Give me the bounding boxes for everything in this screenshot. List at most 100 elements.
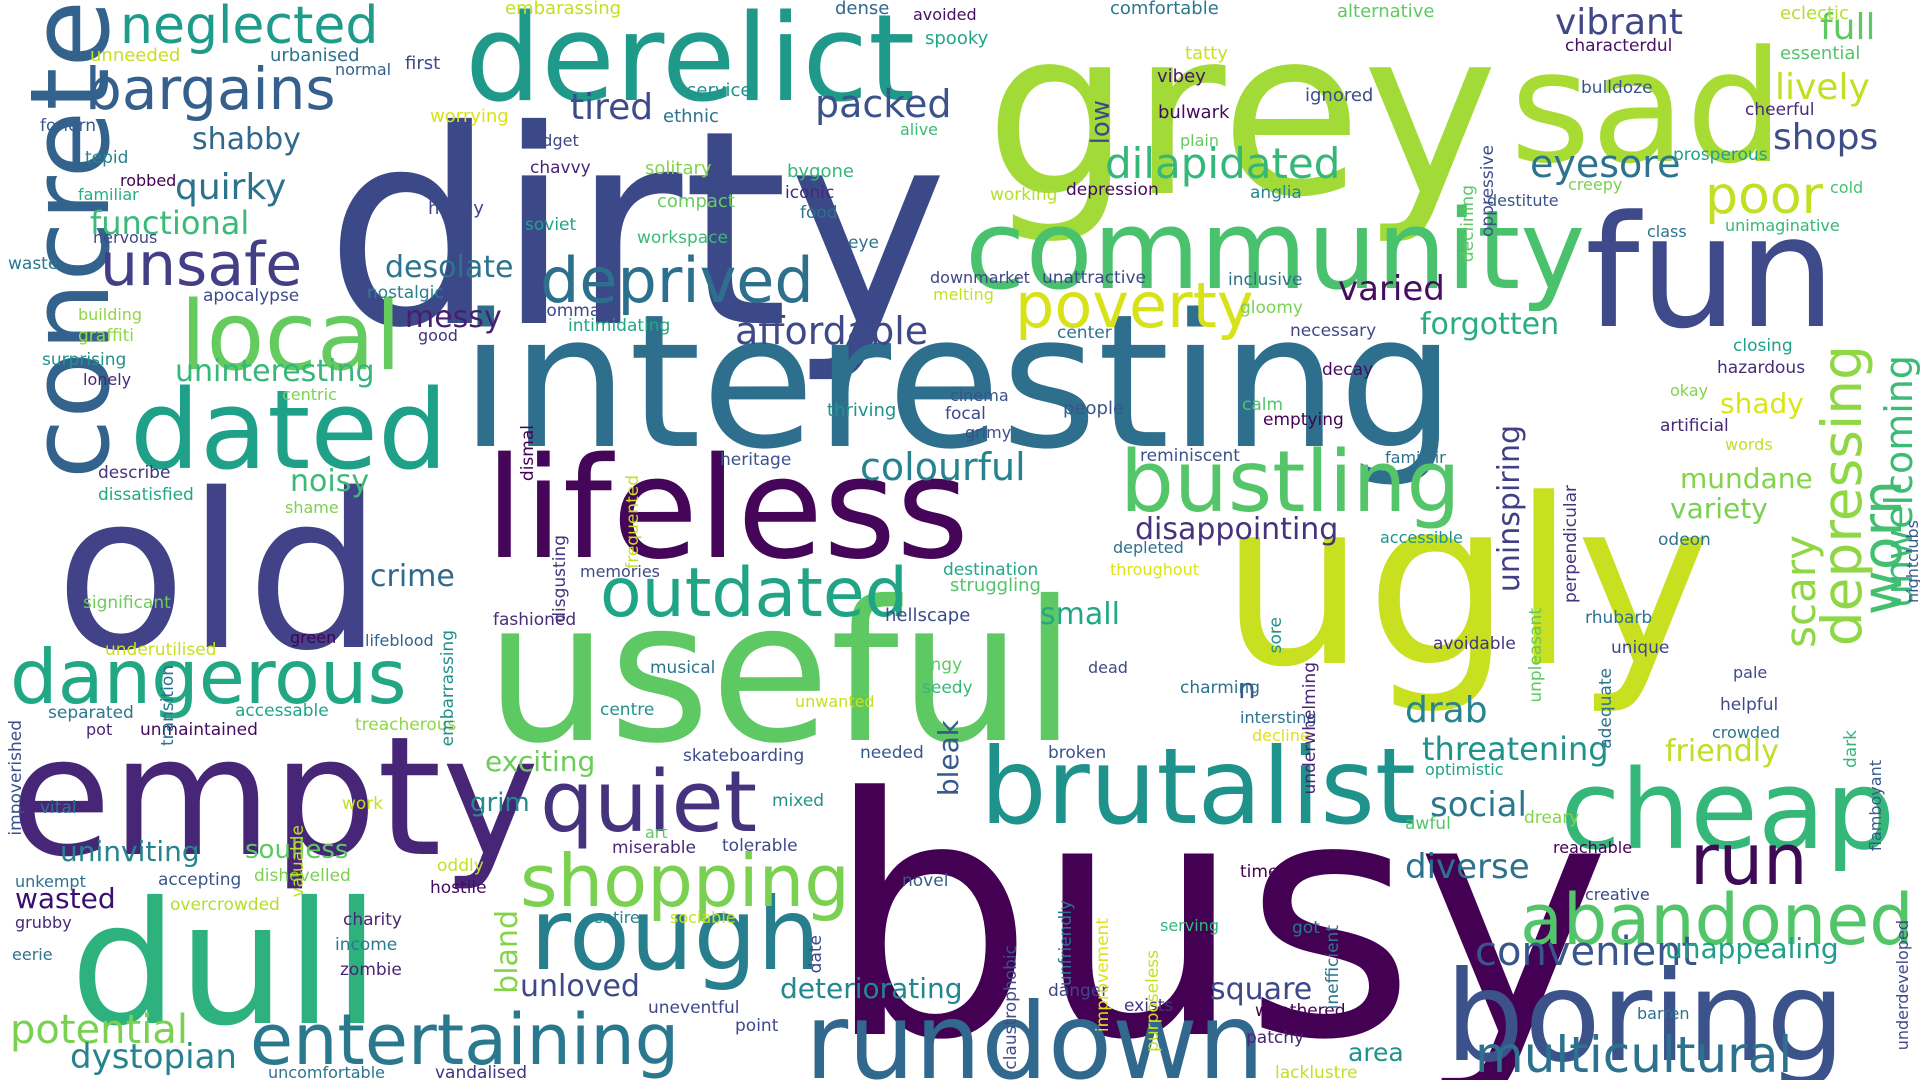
cloud-word-dystopian: dystopian: [70, 1037, 237, 1077]
cloud-word-avoidable: avoidable: [1433, 634, 1516, 654]
cloud-word-vandalised: vandalised: [435, 1063, 528, 1080]
cloud-word-lifeless: lifeless: [485, 428, 970, 591]
cloud-word-shame: shame: [285, 498, 339, 517]
cloud-word-serving: serving: [1160, 916, 1219, 935]
cloud-word-cold: cold: [1830, 178, 1864, 197]
cloud-word-pale: pale: [1733, 663, 1768, 682]
cloud-word-dated: dated: [130, 366, 448, 494]
cloud-word-handy: handy: [428, 198, 484, 219]
cloud-word-work: work: [342, 794, 384, 814]
cloud-word-needed: needed: [860, 743, 924, 763]
cloud-word-tired: tired: [570, 87, 654, 128]
cloud-word-throughout: throughout: [1110, 560, 1200, 579]
cloud-word-crime: crime: [370, 559, 455, 594]
cloud-word-destination: destination: [943, 560, 1039, 580]
cloud-word-unmaintained: unmaintained: [140, 720, 258, 740]
cloud-word-uncomfortable: uncomfortable: [268, 1063, 385, 1080]
cloud-word-bustling: bustling: [1120, 433, 1461, 532]
cloud-word-wasted: wasted: [15, 882, 116, 915]
cloud-word-danger: danger: [1048, 981, 1109, 1001]
cloud-word-comfortable: comfortable: [1110, 0, 1219, 19]
cloud-word-building: building: [78, 305, 143, 324]
cloud-word-eye: eye: [848, 233, 879, 253]
cloud-word-dead: dead: [1088, 658, 1128, 677]
cloud-word-describe: describe: [98, 463, 171, 483]
cloud-word-noisy: noisy: [290, 464, 370, 499]
cloud-word-packed: packed: [815, 82, 952, 126]
cloud-word-poor: poor: [1705, 166, 1824, 226]
cloud-word-inclusive: inclusive: [1228, 270, 1303, 290]
cloud-word-awful: awful: [1405, 814, 1451, 834]
cloud-word-crowded: crowded: [1712, 723, 1781, 742]
cloud-word-low: low: [1086, 100, 1116, 145]
cloud-word-area: area: [1348, 1038, 1404, 1067]
cloud-word-shops: shops: [1773, 117, 1879, 158]
cloud-word-uneventful: uneventful: [648, 998, 740, 1018]
cloud-word-prosperous: prosperous: [1673, 145, 1768, 165]
cloud-word-valuable: valuable: [288, 825, 308, 898]
cloud-word-local: local: [180, 282, 402, 392]
cloud-word-treacherous: treacherous: [355, 715, 457, 735]
cloud-word-rough: rough: [530, 876, 821, 993]
cloud-word-okay: okay: [1670, 381, 1709, 400]
cloud-word-ignored: ignored: [1305, 85, 1374, 106]
cloud-word-shabby: shabby: [192, 122, 301, 157]
cloud-word-declining: declining: [1458, 185, 1478, 263]
cloud-word-avoided: avoided: [913, 5, 977, 24]
cloud-word-good: good: [418, 326, 458, 345]
cloud-word-affordable: affordable: [735, 309, 929, 353]
cloud-word-empty: empty: [10, 701, 540, 893]
cloud-word-hellscape: hellscape: [885, 605, 971, 626]
cloud-word-separated: separated: [48, 703, 134, 723]
cloud-word-dismal: dismal: [518, 425, 538, 482]
cloud-word-diverse: diverse: [1405, 847, 1530, 887]
cloud-word-barren: barren: [1637, 1004, 1690, 1023]
cloud-word-skateboarding: skateboarding: [683, 746, 805, 766]
cloud-word-messy: messy: [405, 300, 502, 335]
cloud-word-graffiti: graffiti: [78, 326, 135, 346]
cloud-word-downmarket: downmarket: [930, 268, 1030, 287]
cloud-word-depleted: depleted: [1113, 538, 1184, 557]
cloud-word-chavvy: chavvy: [530, 158, 591, 178]
cloud-word-melting: melting: [933, 285, 994, 304]
cloud-word-reminiscent: reminiscent: [1140, 446, 1240, 466]
cloud-word-green: green: [290, 628, 337, 647]
cloud-word-unwanted: unwanted: [795, 692, 875, 711]
cloud-word-familair: familair: [1385, 448, 1446, 467]
cloud-word-first: first: [405, 53, 441, 74]
cloud-word-point: point: [735, 1016, 779, 1036]
cloud-word-deprived: deprived: [540, 244, 814, 317]
cloud-word-lively: lively: [1775, 67, 1870, 108]
cloud-word-inefficient: inefficient: [1323, 925, 1343, 1010]
cloud-word-vibey: vibey: [1157, 66, 1206, 87]
cloud-word-unneeded: unneeded: [90, 45, 181, 66]
cloud-word-uninviting: uninviting: [60, 835, 200, 868]
cloud-word-tepid: tepid: [85, 148, 129, 168]
cloud-word-frequented: frequented: [623, 475, 643, 569]
cloud-word-accessable: accessable: [235, 701, 329, 721]
cloud-word-dissatisfied: dissatisfied: [98, 485, 194, 505]
cloud-word-oddly: oddly: [437, 856, 484, 876]
cloud-word-weathered: weathered: [1255, 1001, 1346, 1021]
cloud-word-abandoned: abandoned: [1520, 879, 1914, 961]
cloud-word-apocalypse: apocalypse: [203, 286, 300, 306]
cloud-word-sore: sore: [1266, 617, 1286, 654]
cloud-word-bulwark: bulwark: [1158, 102, 1230, 123]
cloud-word-ugly: ugly: [1220, 451, 1712, 718]
cloud-word-dangerous: dangerous: [10, 633, 407, 721]
cloud-word-cinema: cinema: [950, 386, 1009, 405]
cloud-word-cheap: cheap: [1560, 746, 1896, 874]
cloud-word-gloomy: gloomy: [1240, 298, 1303, 318]
cloud-word-pot: pot: [86, 720, 113, 739]
cloud-word-soulless: soulless: [245, 835, 349, 865]
cloud-word-forlorn: forlorn: [40, 116, 96, 136]
cloud-word-date: date: [806, 935, 826, 974]
cloud-word-eyesore: eyesore: [1530, 142, 1681, 186]
cloud-word-grubby: grubby: [15, 913, 72, 932]
cloud-word-perpendicular: perpendicular: [1561, 485, 1581, 604]
cloud-word-intimidating: intimidating: [568, 316, 671, 336]
cloud-word-alternative: alternative: [1337, 1, 1435, 22]
cloud-word-bleak: bleak: [932, 720, 965, 797]
cloud-word-colourful: colourful: [860, 445, 1026, 489]
cloud-word-square: square: [1210, 972, 1313, 1007]
